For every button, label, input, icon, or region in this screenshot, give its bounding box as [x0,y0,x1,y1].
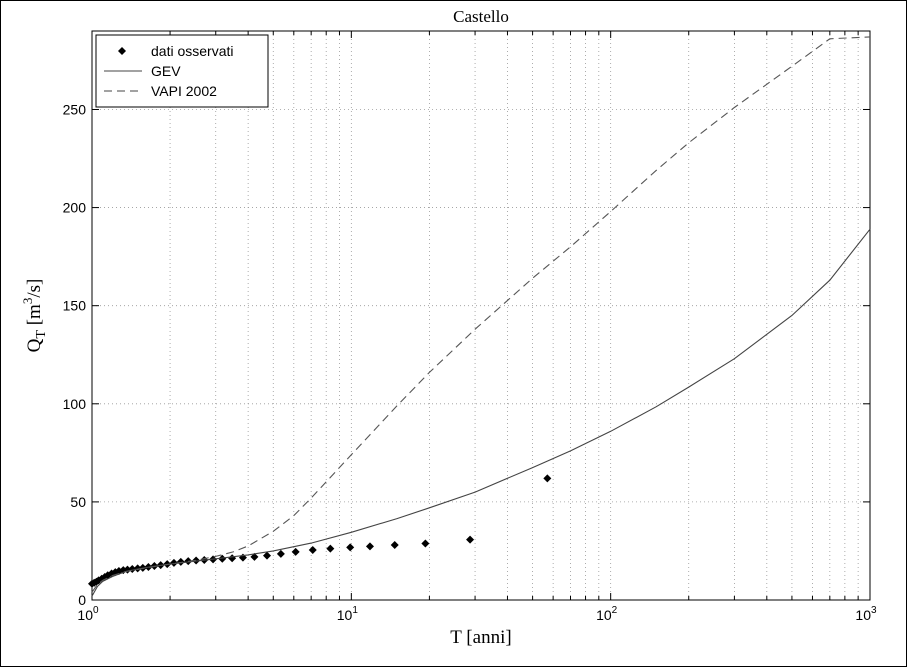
data-point [176,557,185,566]
chart-title: Castello [453,7,509,26]
y-label-q: Q [24,338,45,352]
data-point [218,554,227,563]
x-tick-base: 10 [596,607,612,623]
y-axis-label: QT [m3/s] [20,279,49,353]
y-label-sub: T [34,330,49,339]
legend-label: GEV [151,63,181,79]
x-tick-label: 101 [337,605,359,623]
data-point [276,549,285,558]
data-point [365,542,374,551]
data-point [263,551,272,560]
y-tick-label: 150 [63,298,87,314]
data-point [346,543,355,552]
x-tick-exp: 1 [352,605,358,616]
x-tick-exp: 2 [612,605,618,616]
data-point [466,535,475,544]
data-point [228,554,237,563]
y-tick-label: 100 [63,396,87,412]
data-point [291,547,300,556]
series-layer [88,36,871,597]
data-point [133,564,142,573]
plot-area [91,30,871,601]
y-label-close: /s] [24,279,45,298]
legend-label: VAPI 2002 [151,83,217,99]
x-tick-exp: 0 [93,605,99,616]
legend-marker [118,47,126,55]
x-tick-base: 10 [337,607,353,623]
x-tick-base: 10 [77,607,93,623]
x-tick-exp: 3 [871,605,877,616]
data-point [390,541,399,550]
y-label-open: [m [24,304,45,330]
data-point [421,539,430,548]
x-tick-label: 102 [596,605,618,623]
data-point [308,545,317,554]
y-label-exp: 3 [20,298,35,305]
y-tick-label: 0 [78,592,86,608]
data-point [543,474,552,483]
legend-label: dati osservati [151,43,233,59]
x-tick-label: 103 [855,605,877,623]
legend: dati osservati GEV VAPI 2002 [95,34,269,108]
data-point [169,558,178,567]
data-point [326,544,335,553]
grid-layer [92,31,870,600]
y-tick-label: 200 [63,200,87,216]
y-tick-label: 250 [63,101,87,117]
x-axis-label: T [anni] [450,627,511,648]
x-tick-label: 100 [77,605,99,623]
vapi-2002-line [91,36,871,593]
data-point [250,552,259,561]
x-tick-base: 10 [855,607,871,623]
y-tick-label: 50 [70,494,86,510]
gev-line [91,228,871,597]
